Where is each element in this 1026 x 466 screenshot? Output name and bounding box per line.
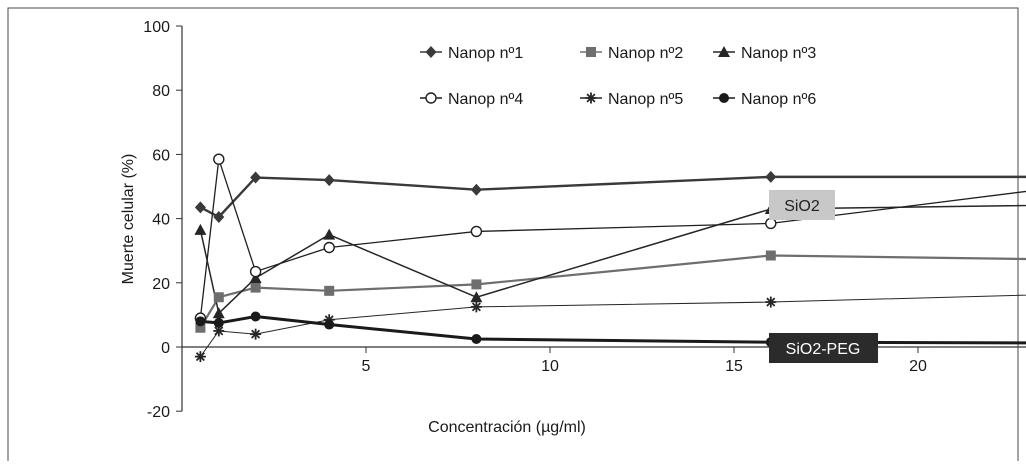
- data-point: [470, 225, 483, 238]
- annotation-box: [769, 190, 835, 220]
- legend-marker: [719, 93, 729, 103]
- data-point: [765, 296, 777, 308]
- series-markers-1: [194, 170, 777, 223]
- legend-marker: [425, 46, 437, 58]
- legend-marker: [425, 92, 437, 104]
- annotation-text: SiO2: [784, 198, 820, 215]
- data-point: [194, 351, 206, 363]
- y-tick-label: 80: [152, 83, 170, 100]
- data-point: [324, 285, 335, 296]
- series-markers-2: [195, 250, 776, 333]
- data-point: [250, 328, 262, 340]
- data-point: [765, 250, 776, 261]
- sio2-peg-label-box: SiO2-PEG: [769, 333, 878, 363]
- data-point: [323, 241, 335, 254]
- data-point: [250, 282, 261, 293]
- data-point: [212, 307, 225, 319]
- legend-label: Nanop nº2: [608, 45, 683, 62]
- data-point: [471, 279, 482, 290]
- data-point: [471, 333, 482, 344]
- x-tick-label: 20: [909, 358, 927, 375]
- legend-label: Nanop nº4: [448, 91, 523, 108]
- legend-item: Nanop nº5: [580, 91, 683, 108]
- legend-item: Nanop nº6: [713, 91, 816, 108]
- y-axis-label: Muerte celular (%): [120, 154, 137, 285]
- data-point: [195, 316, 206, 327]
- legend-label: Nanop nº3: [741, 45, 816, 62]
- data-point: [213, 210, 225, 223]
- chart-frame: [7, 7, 1019, 464]
- annotation-text: SiO2-PEG: [786, 341, 861, 358]
- annotations: SiO2 SiO2-PEG: [769, 190, 878, 363]
- data-point: [213, 317, 224, 328]
- data-point: [213, 153, 225, 165]
- data-point: [194, 201, 206, 214]
- data-point: [250, 171, 262, 184]
- data-point: [213, 292, 224, 303]
- annotation-box: [769, 333, 878, 363]
- data-point: [324, 319, 335, 330]
- data-point: [470, 183, 482, 196]
- data-point: [323, 228, 336, 240]
- y-tick-label: 0: [161, 340, 170, 357]
- legend-label: Nanop nº1: [448, 45, 523, 62]
- data-point: [323, 174, 335, 187]
- x-axis-label: Concentración (µg/ml): [428, 419, 586, 436]
- legend-item: Nanop nº1: [420, 45, 523, 62]
- data-point: [470, 301, 482, 313]
- y-tick-label: 20: [152, 276, 170, 293]
- data-point: [470, 291, 483, 303]
- legend-marker: [585, 92, 597, 104]
- data-point: [195, 322, 206, 333]
- x-tick-label: 15: [725, 358, 743, 375]
- data-point: [765, 170, 777, 183]
- legend-item: Nanop nº2: [580, 45, 683, 62]
- legend-item: Nanop nº3: [713, 45, 816, 62]
- y-tick-label: 40: [152, 212, 170, 229]
- data-point: [249, 265, 262, 278]
- axes: -2002040608010051015202530: [143, 19, 1026, 421]
- sio2-label-box: SiO2: [769, 190, 835, 220]
- data-point: [194, 223, 207, 235]
- y-tick-label: 60: [152, 147, 170, 164]
- legend-marker: [586, 47, 596, 57]
- legend-item: Nanop nº4: [420, 91, 523, 108]
- legend-label: Nanop nº5: [608, 91, 683, 108]
- y-tick-label: -20: [147, 404, 170, 421]
- y-tick-label: 100: [143, 19, 170, 36]
- data-point: [249, 271, 262, 283]
- x-tick-label: 5: [362, 358, 371, 375]
- legend: Nanop nº1 Nanop nº2 Nanop nº3 Nanop nº4 Nano…: [420, 45, 816, 108]
- data-point: [250, 311, 261, 322]
- legend-marker: [718, 46, 730, 57]
- legend-label: Nanop nº6: [741, 91, 816, 108]
- x-tick-label: 10: [541, 358, 559, 375]
- series-layer: [194, 153, 1026, 363]
